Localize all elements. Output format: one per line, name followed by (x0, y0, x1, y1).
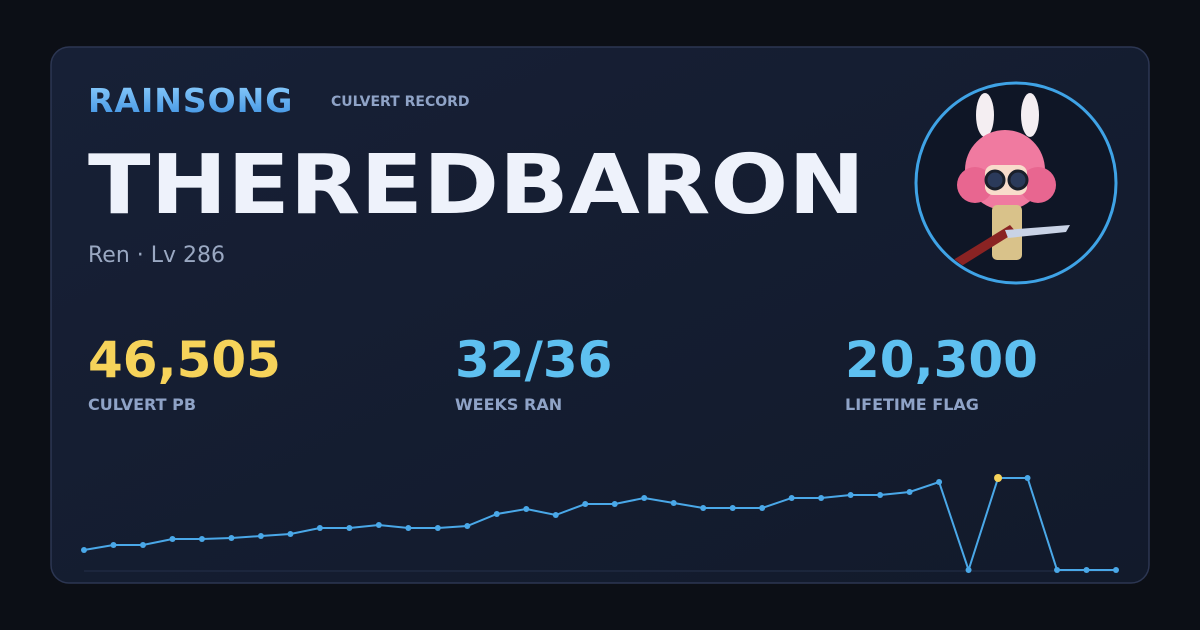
point (936, 479, 943, 486)
card (50, 46, 1150, 584)
point (1083, 567, 1090, 573)
avatar (914, 81, 1118, 285)
point (1024, 475, 1031, 481)
point (316, 525, 323, 532)
point (552, 512, 559, 519)
point (759, 505, 766, 512)
sparkline-path (83, 477, 1116, 574)
point (1113, 567, 1119, 573)
stat-value: 20,300 (845, 331, 1038, 389)
point (110, 541, 117, 548)
point (582, 501, 589, 508)
point (729, 505, 736, 512)
stat-label: CULVERT PB (88, 395, 196, 414)
point (965, 567, 972, 573)
point (434, 525, 441, 532)
point (139, 541, 146, 548)
point (1054, 567, 1061, 573)
point (198, 536, 205, 543)
point (847, 492, 854, 499)
point (287, 530, 294, 537)
point (611, 501, 618, 508)
stat-label: LIFETIME FLAG (845, 395, 979, 414)
point (346, 525, 353, 532)
stat-value: 46,505 (88, 331, 281, 389)
brand: RAINSONG (88, 81, 293, 120)
sparkline (81, 474, 1119, 574)
point (81, 546, 87, 553)
point (906, 488, 913, 495)
point (523, 505, 530, 512)
point (641, 494, 648, 501)
subtitle: CULVERT RECORD (331, 94, 470, 110)
character-name: THEREDBARON (88, 138, 865, 233)
point (788, 494, 795, 501)
point (375, 521, 382, 528)
character-info: Ren · Lv 286 (88, 243, 225, 268)
point (464, 523, 471, 530)
stat-label: WEEKS RAN (455, 395, 562, 414)
point (405, 525, 412, 532)
stat-value: 32/36 (455, 331, 612, 389)
point (169, 536, 176, 543)
stats: 46,505 CULVERT PB 32/36 WEEKS RAN 20,300 LIFE… (88, 331, 1038, 414)
point (877, 492, 884, 499)
point (670, 499, 677, 506)
point (818, 494, 825, 501)
highlight-point (994, 474, 1003, 482)
point (493, 510, 500, 517)
point (228, 534, 235, 541)
avatar-art (945, 93, 1070, 272)
point (700, 505, 707, 512)
point (257, 532, 264, 539)
